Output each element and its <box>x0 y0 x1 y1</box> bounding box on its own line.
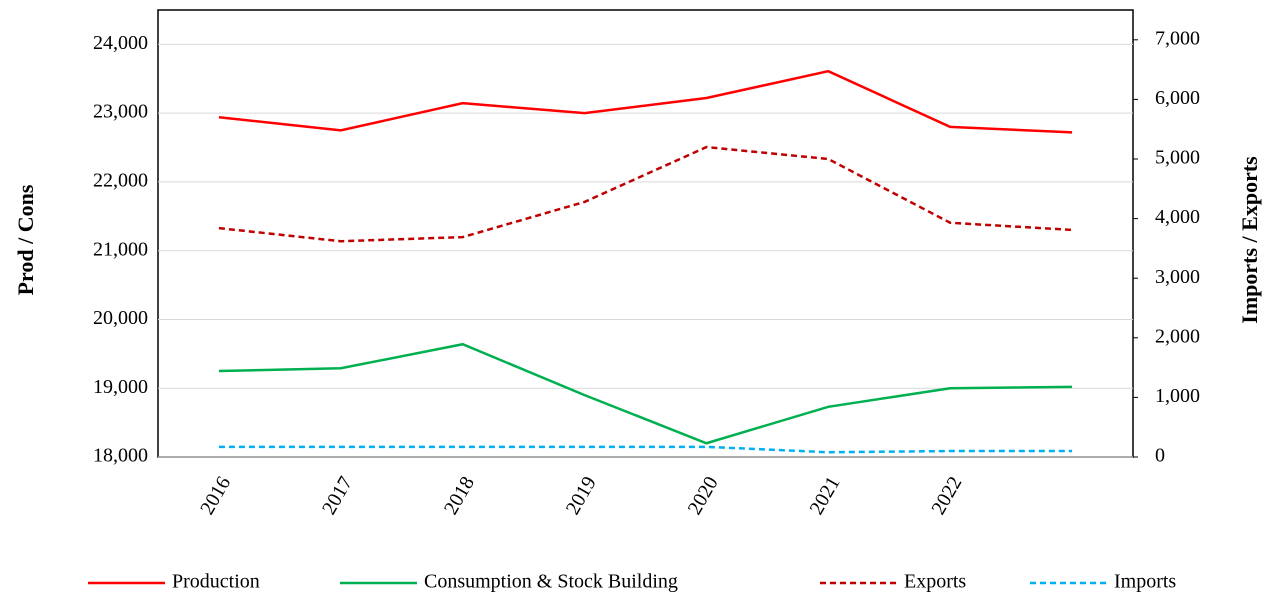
x-tick-label: 2016 <box>196 473 235 519</box>
y-tick-label: 22,000 <box>93 170 148 192</box>
series-line <box>218 445 1073 454</box>
y-tick-label: 20,000 <box>93 307 148 329</box>
x-tick-label: 2020 <box>684 473 723 519</box>
y2-tick-label: 7,000 <box>1155 27 1200 49</box>
y2-tick-label: 6,000 <box>1155 87 1200 109</box>
y-tick-label: 18,000 <box>93 445 148 467</box>
y2-tick-label: 4,000 <box>1155 206 1200 228</box>
x-tick-label: 2017 <box>318 473 357 519</box>
legend-label: Consumption & Stock Building <box>424 571 678 593</box>
y2-tick-label: 5,000 <box>1155 147 1200 169</box>
y2-axis-title: Imports / Exports <box>1237 156 1262 324</box>
legend-label: Exports <box>904 571 966 593</box>
y-tick-label: 21,000 <box>93 238 148 260</box>
y2-tick-label: 1,000 <box>1155 385 1200 407</box>
series-line <box>218 145 1073 243</box>
y2-tick-label: 0 <box>1155 445 1165 467</box>
x-tick-label: 2021 <box>806 473 845 519</box>
series-line <box>218 69 1073 134</box>
y-tick-label: 24,000 <box>93 32 148 54</box>
y-tick-label: 19,000 <box>93 376 148 398</box>
series-line <box>218 342 1073 445</box>
plot-frame <box>157 9 1134 458</box>
y2-tick-label: 2,000 <box>1155 325 1200 347</box>
y2-tick-label: 3,000 <box>1155 266 1200 288</box>
y-tick-label: 23,000 <box>93 101 148 123</box>
y-axis-title: Prod / Cons <box>13 184 38 295</box>
legend-label: Imports <box>1114 571 1176 593</box>
x-tick-label: 2019 <box>562 473 601 519</box>
x-tick-label: 2022 <box>927 473 966 519</box>
legend-label: Production <box>172 571 260 593</box>
x-tick-label: 2018 <box>440 473 479 519</box>
